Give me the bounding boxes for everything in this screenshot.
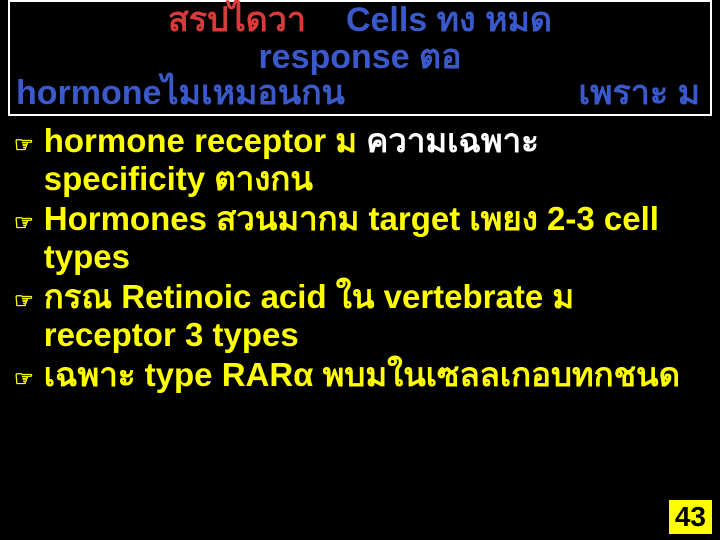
title3-left: hormoneไมเหมอนกน [16,75,345,112]
bullet-icon: ☞ [14,210,34,235]
title-left: สรปไดวา [168,2,306,39]
bullet-item: ☞ เฉพาะ type RARα พบมในเซลลเกอบทกชนด [14,356,706,394]
title-line-2: response ตอ [16,39,704,76]
content-area: ☞ hormone receptor ม ความเฉพาะ specifici… [0,116,720,394]
bullet-text: hormone receptor ม ความเฉพาะ specificity… [44,122,706,198]
bullet-text: Hormones สวนมากม target เพยง 2-3 cell ty… [44,200,706,276]
bullet-item: ☞ กรณ Retinoic acid ใน vertebrate ม rece… [14,278,706,354]
title-right: Cells ทง หมด [346,2,552,39]
bullet-item: ☞ Hormones สวนมากม target เพยง 2-3 cell … [14,200,706,276]
title-line-3: hormoneไมเหมอนกน เพราะ ม [16,75,704,112]
bullet-text: เฉพาะ type RARα พบมในเซลลเกอบทกชนด [44,356,680,394]
bullet-text: กรณ Retinoic acid ใน vertebrate ม recept… [44,278,706,354]
title-line-1: สรปไดวา Cells ทง หมด [16,2,704,39]
bullet-item: ☞ hormone receptor ม ความเฉพาะ specifici… [14,122,706,198]
page-number: 43 [669,500,712,534]
bullet-icon: ☞ [14,366,34,391]
bullet-icon: ☞ [14,132,34,157]
bullet-icon: ☞ [14,288,34,313]
title3-right: เพราะ ม [578,75,700,112]
title-box: สรปไดวา Cells ทง หมด response ตอ hormone… [8,0,712,116]
